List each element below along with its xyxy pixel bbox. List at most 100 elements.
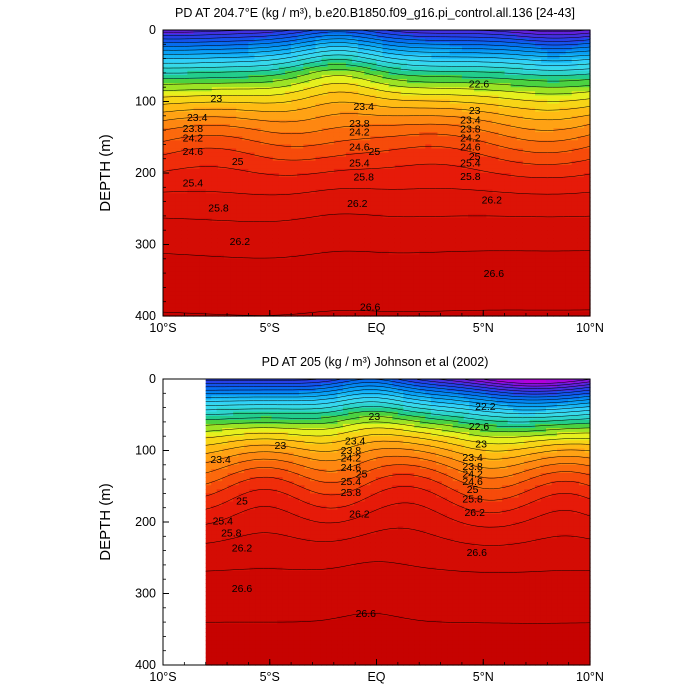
density-cell: [492, 30, 500, 35]
density-cell: [266, 291, 274, 297]
density-cell: [461, 140, 469, 145]
density-cell: [339, 58, 347, 64]
density-cell: [492, 181, 500, 186]
density-cell: [486, 132, 493, 137]
density-cell: [407, 266, 414, 272]
density-cell: [394, 111, 402, 117]
density-cell: [364, 156, 371, 162]
density-cell: [199, 271, 207, 276]
density-cell: [315, 279, 323, 284]
density-cell: [382, 238, 390, 244]
density-cell: [285, 258, 292, 264]
density-cell: [407, 58, 414, 64]
density-cell: [205, 140, 213, 145]
density-cell: [163, 50, 170, 56]
density-cell: [468, 222, 475, 227]
density-cell: [205, 119, 213, 125]
density-cell: [461, 123, 469, 129]
density-cell: [425, 152, 432, 158]
density-cell: [224, 205, 231, 211]
density-cell: [565, 140, 573, 145]
density-cell: [254, 230, 262, 235]
density-cell: [382, 234, 390, 239]
density-cell: [492, 311, 500, 317]
density-cell: [217, 38, 225, 43]
density-cell: [315, 311, 323, 317]
density-cell: [486, 222, 493, 227]
density-cell: [272, 128, 280, 133]
density-cell: [431, 103, 439, 109]
density-cell: [327, 83, 335, 88]
density-cell: [522, 79, 530, 84]
density-cell: [346, 291, 353, 297]
density-cell: [413, 111, 420, 117]
density-cell: [278, 299, 286, 305]
density-cell: [352, 79, 359, 84]
density-cell: [559, 83, 567, 88]
density-cell: [327, 185, 335, 190]
density-cell: [297, 201, 304, 207]
density-cell: [205, 250, 213, 256]
density-cell: [480, 189, 487, 195]
density-cell: [382, 262, 390, 268]
contour-line: [162, 64, 591, 82]
density-cell: [388, 222, 396, 227]
density-cell: [565, 66, 573, 72]
density-cell: [278, 311, 286, 317]
density-cell: [516, 177, 524, 182]
density-cell: [236, 177, 243, 182]
density-cell: [211, 30, 219, 35]
density-cell: [498, 311, 506, 317]
density-cell: [266, 275, 274, 280]
density-cell: [248, 230, 256, 235]
density-cell: [248, 95, 256, 101]
density-cell: [376, 242, 384, 248]
density-cell: [535, 119, 542, 125]
density-cell: [376, 123, 384, 129]
density-cell: [169, 217, 176, 223]
density-cell: [370, 83, 378, 88]
density-cell: [309, 222, 317, 227]
density-cell: [352, 66, 359, 72]
density-cell: [333, 287, 341, 293]
density-cell: [449, 62, 457, 68]
density-cell: [455, 87, 463, 92]
density-cell: [468, 254, 475, 260]
density-cell: [163, 201, 170, 207]
density-cell: [315, 54, 323, 60]
density-cell: [163, 156, 170, 162]
density-cell: [577, 95, 585, 101]
density-cell: [224, 103, 231, 109]
density-cell: [211, 115, 219, 121]
density-cell: [217, 275, 225, 280]
density-cell: [163, 38, 170, 43]
density-cell: [285, 185, 292, 190]
density-cell: [522, 271, 530, 276]
density-cell: [242, 271, 249, 276]
density-cell: [547, 103, 554, 109]
density-cell: [321, 164, 329, 170]
density-cell: [565, 230, 573, 235]
density-cell: [443, 250, 451, 256]
density-cell: [321, 250, 329, 256]
density-cell: [498, 156, 506, 162]
density-cell: [547, 83, 554, 88]
density-cell: [266, 193, 274, 199]
density-cell: [571, 230, 579, 235]
density-cell: [339, 128, 347, 133]
density-cell: [364, 54, 371, 60]
density-cell: [474, 95, 481, 101]
density-cell: [571, 30, 579, 35]
density-cell: [541, 209, 548, 215]
density-cell: [278, 262, 286, 268]
density-cell: [163, 148, 170, 154]
density-cell: [358, 271, 365, 276]
density-cell: [486, 177, 493, 182]
density-cell: [571, 222, 579, 227]
density-cell: [407, 234, 414, 239]
density-cell: [169, 144, 176, 150]
density-cell: [559, 193, 567, 199]
density-cell: [364, 226, 371, 231]
density-cell: [565, 197, 573, 203]
density-cell: [370, 152, 378, 158]
